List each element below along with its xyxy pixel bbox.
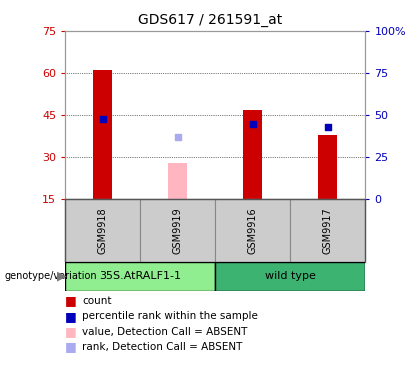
Text: value, Detection Call = ABSENT: value, Detection Call = ABSENT	[82, 326, 247, 337]
FancyBboxPatch shape	[140, 199, 215, 262]
Text: GSM9919: GSM9919	[173, 207, 183, 254]
Bar	[244, 110, 262, 199]
Text: ■: ■	[65, 340, 77, 354]
FancyBboxPatch shape	[290, 199, 365, 262]
Text: percentile rank within the sample: percentile rank within the sample	[82, 311, 258, 321]
Text: genotype/variation: genotype/variation	[4, 271, 97, 281]
Bar	[93, 70, 112, 199]
Text: GSM9917: GSM9917	[323, 207, 333, 254]
Text: GDS617 / 261591_at: GDS617 / 261591_at	[138, 13, 282, 27]
Text: 35S.AtRALF1-1: 35S.AtRALF1-1	[99, 271, 181, 281]
Point	[99, 116, 106, 122]
Text: GSM9918: GSM9918	[97, 207, 108, 254]
Text: GSM9916: GSM9916	[248, 207, 258, 254]
Text: ■: ■	[65, 310, 77, 323]
FancyBboxPatch shape	[65, 262, 215, 291]
Text: ■: ■	[65, 325, 77, 338]
Point	[325, 124, 331, 130]
Text: ■: ■	[65, 294, 77, 307]
FancyBboxPatch shape	[65, 199, 140, 262]
Point	[249, 121, 256, 127]
Point	[174, 134, 181, 140]
Text: count: count	[82, 296, 111, 306]
Text: wild type: wild type	[265, 271, 316, 281]
FancyBboxPatch shape	[215, 262, 365, 291]
FancyBboxPatch shape	[215, 199, 290, 262]
Text: ▶: ▶	[58, 270, 67, 283]
Bar	[318, 135, 337, 199]
Bar	[168, 163, 187, 199]
Text: rank, Detection Call = ABSENT: rank, Detection Call = ABSENT	[82, 342, 242, 352]
